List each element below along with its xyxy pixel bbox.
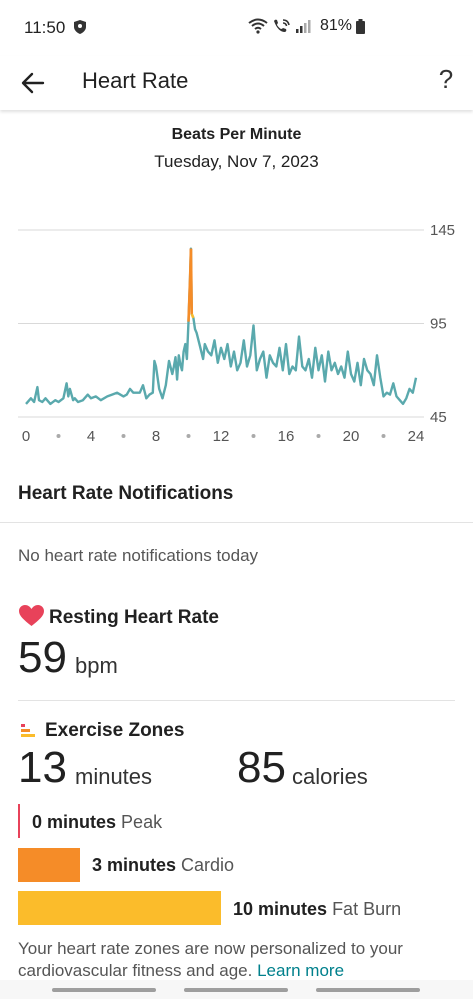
zone-label-fat-burn: 10 minutes Fat Burn	[233, 899, 401, 920]
app-bar: Heart Rate ?	[0, 56, 473, 110]
zone-segment	[190, 313, 195, 319]
navigation-bar	[0, 980, 473, 999]
learn-more-link[interactable]: Learn more	[257, 961, 345, 980]
nav-recents-button[interactable]	[52, 988, 156, 992]
back-arrow-icon[interactable]	[18, 68, 48, 98]
x-tick-label: 20	[343, 428, 360, 445]
zone-amount: 3 minutes	[92, 855, 177, 875]
y-tick-label: 95	[430, 316, 447, 333]
nav-back-button[interactable]	[316, 988, 420, 992]
notifications-empty-text: No heart rate notifications today	[18, 546, 259, 565]
chart-date: Tuesday, Nov 7, 2023	[154, 152, 319, 171]
zone-label-cardio: 3 minutes Cardio	[92, 855, 234, 876]
status-bar: 11:50 81%	[0, 0, 473, 56]
zone-minutes-unit: minutes	[75, 764, 153, 789]
divider	[18, 700, 455, 701]
x-tick-dot	[56, 434, 61, 438]
exercise-zones-heading: Exercise Zones	[45, 720, 185, 741]
page-title: Heart Rate	[82, 68, 189, 93]
help-button[interactable]: ?	[438, 64, 454, 94]
calories-unit: calories	[292, 764, 368, 789]
x-tick-label: 16	[278, 428, 295, 445]
shield-icon	[74, 20, 86, 34]
heart-rate-chart[interactable]: 145 95 45 0 4 8 12 16 20 24	[0, 215, 473, 445]
y-tick-label: 45	[430, 409, 447, 426]
status-icons: 81%	[248, 17, 366, 35]
zone-amount: 0 minutes	[32, 812, 117, 832]
zone-bar-peak	[18, 804, 20, 838]
zone-amount: 10 minutes	[233, 899, 328, 919]
zones-note-text: Your heart rate zones are now personaliz…	[18, 939, 403, 980]
notifications-heading: Heart Rate Notifications	[18, 483, 234, 504]
resting-heading: Resting Heart Rate	[49, 607, 219, 628]
y-tick-label: 145	[430, 222, 455, 239]
zone-name: Peak	[121, 812, 163, 832]
x-tick-label: 12	[213, 428, 230, 445]
heart-icon	[19, 605, 44, 626]
chart-title: Beats Per Minute	[171, 126, 302, 143]
zones-note: Your heart rate zones are now personaliz…	[18, 938, 458, 982]
x-tick-label: 24	[408, 428, 425, 445]
zone-name: Cardio	[181, 855, 235, 875]
calories-value: 85	[237, 743, 286, 792]
divider	[0, 522, 473, 523]
wifi-icon	[248, 18, 268, 34]
zone-segment	[187, 276, 192, 322]
signal-icon	[296, 20, 311, 33]
zone-bar-fat-burn	[18, 891, 221, 925]
zone-name: Fat Burn	[332, 899, 402, 919]
x-tick-dot	[121, 434, 126, 438]
x-tick-label: 8	[152, 428, 160, 445]
battery-icon	[356, 18, 366, 34]
status-time: 11:50	[24, 18, 66, 37]
x-tick-dot	[316, 434, 321, 438]
x-tick-dot	[186, 434, 191, 438]
resting-unit: bpm	[75, 653, 118, 678]
x-tick-dot	[381, 434, 386, 438]
x-tick-label: 4	[87, 428, 95, 445]
resting-value: 59	[18, 633, 67, 682]
nav-home-button[interactable]	[184, 988, 288, 992]
x-tick-label: 0	[22, 428, 30, 445]
wifi-calling-icon	[274, 19, 290, 32]
zone-minutes-value: 13	[18, 743, 67, 792]
battery-level: 81%	[320, 17, 353, 34]
heart-rate-line	[25, 247, 418, 406]
zone-bar-cardio	[18, 848, 80, 882]
zone-label-peak: 0 minutes Peak	[32, 812, 162, 833]
zone-segment	[189, 248, 194, 315]
x-tick-dot	[251, 434, 256, 438]
zones-icon	[21, 724, 35, 737]
